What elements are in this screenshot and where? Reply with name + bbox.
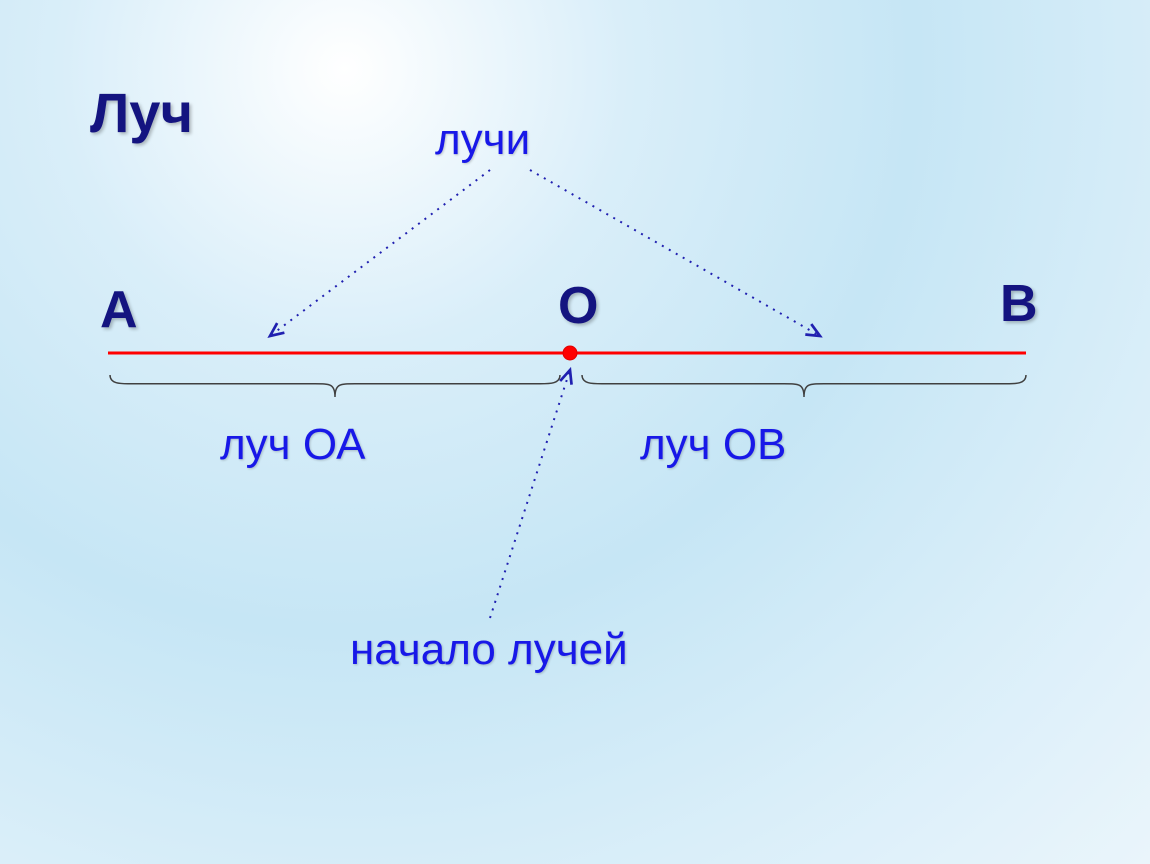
label-rays-top: лучи	[435, 115, 530, 165]
point-label-o: О	[558, 276, 598, 336]
label-ray-oa: луч ОА	[220, 420, 365, 470]
point-label-b: В	[1000, 274, 1038, 334]
label-origin: начало лучей	[350, 625, 628, 675]
label-ray-ob: луч ОВ	[640, 420, 786, 470]
point-label-a: А	[100, 280, 138, 340]
slide-title: Луч	[90, 80, 193, 145]
